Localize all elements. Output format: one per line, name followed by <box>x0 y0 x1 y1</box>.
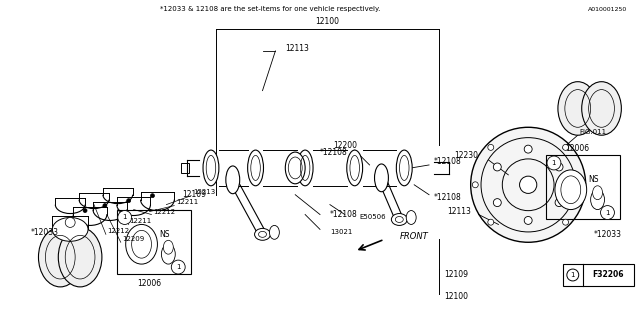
Ellipse shape <box>392 213 407 225</box>
Circle shape <box>172 260 185 274</box>
Text: FIG.011: FIG.011 <box>579 129 606 135</box>
Circle shape <box>567 269 579 281</box>
Ellipse shape <box>347 150 363 186</box>
Circle shape <box>103 204 107 208</box>
Bar <box>563 264 634 286</box>
Ellipse shape <box>38 228 82 287</box>
Text: NS: NS <box>159 230 170 239</box>
Text: 1: 1 <box>122 214 127 220</box>
Text: 1: 1 <box>176 264 180 270</box>
Text: 12109: 12109 <box>182 190 206 199</box>
Text: *12108: *12108 <box>330 210 358 219</box>
Ellipse shape <box>226 166 240 194</box>
Ellipse shape <box>161 244 175 264</box>
Ellipse shape <box>255 228 271 240</box>
Text: *12108: *12108 <box>434 193 461 202</box>
Circle shape <box>150 194 154 198</box>
Circle shape <box>470 127 586 242</box>
Circle shape <box>488 144 493 150</box>
Text: *12108: *12108 <box>434 157 461 166</box>
Circle shape <box>563 219 568 225</box>
Ellipse shape <box>558 82 598 135</box>
Text: 12100: 12100 <box>315 17 339 26</box>
Text: 12209: 12209 <box>122 236 144 242</box>
Text: *12033: *12033 <box>593 230 621 239</box>
Circle shape <box>563 144 568 150</box>
Ellipse shape <box>593 186 602 200</box>
Circle shape <box>127 199 131 203</box>
Circle shape <box>555 163 563 171</box>
Text: E50506: E50506 <box>360 214 387 220</box>
Circle shape <box>472 182 478 188</box>
Ellipse shape <box>406 211 416 224</box>
Bar <box>181 163 189 173</box>
Text: 12006: 12006 <box>566 144 590 153</box>
Circle shape <box>488 219 493 225</box>
Text: 1: 1 <box>605 210 610 216</box>
Text: 1: 1 <box>552 160 556 166</box>
Text: 12211: 12211 <box>176 199 198 204</box>
Text: 12006: 12006 <box>138 279 161 288</box>
Circle shape <box>578 182 584 188</box>
Text: *12033 & 12108 are the set-items for one vehicle respectively.: *12033 & 12108 are the set-items for one… <box>160 6 381 12</box>
Ellipse shape <box>248 150 264 186</box>
Ellipse shape <box>396 150 412 186</box>
Ellipse shape <box>285 152 305 184</box>
Text: 12212: 12212 <box>154 209 175 214</box>
Circle shape <box>600 206 614 220</box>
Text: *12108: *12108 <box>320 148 348 156</box>
Bar <box>546 155 620 220</box>
Ellipse shape <box>203 150 219 186</box>
Ellipse shape <box>582 82 621 135</box>
Text: 12213: 12213 <box>193 189 216 195</box>
Circle shape <box>520 176 537 193</box>
Ellipse shape <box>555 170 587 210</box>
Ellipse shape <box>52 218 88 241</box>
Circle shape <box>493 163 501 171</box>
Text: F32206: F32206 <box>593 270 624 279</box>
Text: 12113: 12113 <box>285 44 309 53</box>
Circle shape <box>65 218 75 228</box>
Text: 12200: 12200 <box>333 140 356 150</box>
Text: 12212: 12212 <box>107 228 129 234</box>
Circle shape <box>493 199 501 207</box>
Text: NS: NS <box>588 175 599 184</box>
Circle shape <box>524 216 532 224</box>
Text: 12100: 12100 <box>444 292 468 301</box>
Ellipse shape <box>125 224 157 264</box>
Text: 12230: 12230 <box>454 150 479 160</box>
Circle shape <box>83 209 87 212</box>
Circle shape <box>524 145 532 153</box>
Text: FRONT: FRONT <box>399 232 428 241</box>
Text: 12109: 12109 <box>444 269 468 278</box>
Ellipse shape <box>269 225 279 239</box>
Circle shape <box>547 156 561 170</box>
Ellipse shape <box>58 228 102 287</box>
Text: 13021: 13021 <box>330 229 352 236</box>
Circle shape <box>555 199 563 207</box>
Ellipse shape <box>297 150 313 186</box>
Ellipse shape <box>591 190 605 210</box>
Bar <box>116 210 191 274</box>
Circle shape <box>118 211 132 224</box>
Text: 12211: 12211 <box>130 219 152 224</box>
Text: 1: 1 <box>570 272 575 278</box>
Ellipse shape <box>374 164 388 192</box>
Text: 12113: 12113 <box>447 207 470 216</box>
Text: *12033: *12033 <box>31 228 58 237</box>
Ellipse shape <box>163 240 173 254</box>
Text: A010001250: A010001250 <box>588 7 627 12</box>
